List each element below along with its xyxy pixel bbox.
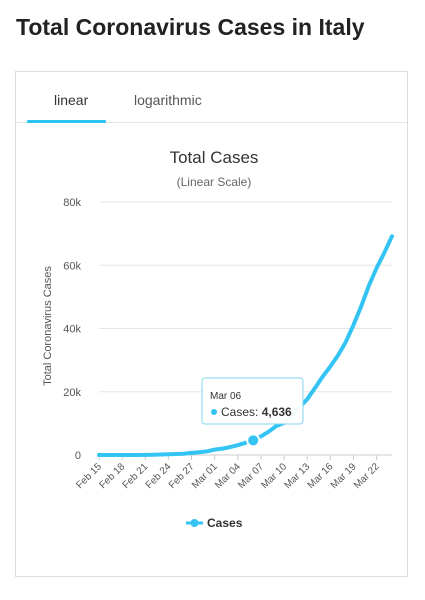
tooltip-separator: : <box>255 405 262 419</box>
legend[interactable]: Cases <box>186 516 243 530</box>
tab-linear[interactable]: linear <box>54 92 89 108</box>
legend-marker <box>190 519 199 527</box>
series-line <box>97 234 394 457</box>
legend-label: Cases <box>207 516 243 530</box>
chart-subtitle: (Linear Scale) <box>177 175 252 189</box>
chart-card: linear logarithmic Total Cases (Linear S… <box>15 71 408 577</box>
x-tick-label: Mar 22 <box>352 461 382 491</box>
total-cases-chart: Total Cases (Linear Scale) Total Coronav… <box>42 148 394 530</box>
page-title: Total Coronavirus Cases in Italy <box>16 14 365 40</box>
tooltip-series-dot <box>211 409 217 415</box>
chart-title: Total Cases <box>170 148 259 167</box>
y-tick-label: 20k <box>63 387 81 399</box>
highlighted-point[interactable] <box>246 433 261 448</box>
y-axis-label: Total Coronavirus Cases <box>42 266 54 386</box>
series-cases <box>97 234 394 457</box>
y-tick-label: 40k <box>63 324 81 336</box>
y-tick-label: 80k <box>63 197 81 209</box>
active-tab-indicator <box>27 120 106 123</box>
tooltip-box <box>201 377 304 425</box>
tooltip-series-name: Cases <box>221 405 255 419</box>
y-tick-labels: 0 20k 40k 60k 80k <box>63 197 81 462</box>
tab-logarithmic[interactable]: logarithmic <box>134 92 202 108</box>
y-tick-label: 0 <box>75 450 81 462</box>
scale-tabs: linear logarithmic <box>16 72 407 123</box>
tooltip-series-line: Cases: 4,636 <box>221 405 292 419</box>
tooltip-value: 4,636 <box>262 405 292 419</box>
tooltip-date: Mar 06 <box>210 391 242 402</box>
y-tick-label: 60k <box>63 260 81 272</box>
tooltip: Mar 06 Cases: 4,636 <box>201 377 304 425</box>
